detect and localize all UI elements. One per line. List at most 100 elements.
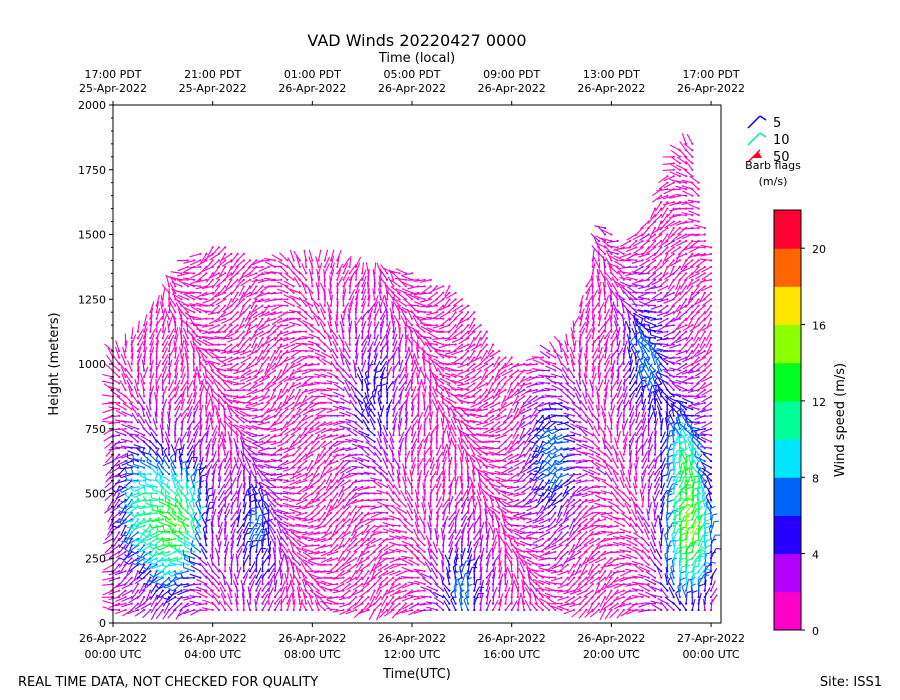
wind-barb-base bbox=[354, 272, 358, 275]
wind-barb-base bbox=[168, 375, 171, 379]
wind-barb bbox=[154, 411, 158, 423]
wind-barb-tick bbox=[183, 541, 186, 547]
wind-barb-tick bbox=[148, 523, 153, 529]
wind-barb-tick bbox=[148, 552, 154, 557]
wind-barb bbox=[257, 427, 269, 430]
wind-barb-base bbox=[367, 285, 370, 288]
wind-barb bbox=[133, 385, 139, 397]
wind-barb-base bbox=[192, 421, 196, 424]
wind-barb-base bbox=[248, 492, 252, 495]
wind-barb-base bbox=[211, 304, 214, 307]
chart-title: VAD Winds 20220427 0000 bbox=[307, 31, 526, 50]
wind-barb-base bbox=[336, 421, 339, 424]
wind-barb bbox=[124, 340, 128, 352]
wind-barb-base bbox=[242, 479, 245, 482]
wind-barb bbox=[171, 293, 182, 300]
wind-barb-base bbox=[149, 576, 152, 579]
wind-barb-base bbox=[205, 518, 208, 521]
wind-barb-base bbox=[361, 440, 364, 443]
wind-barb-base bbox=[298, 608, 301, 612]
wind-barb-base bbox=[298, 311, 301, 314]
wind-barb bbox=[149, 346, 155, 358]
wind-barb-base bbox=[261, 434, 264, 437]
wind-barb-base bbox=[224, 408, 227, 411]
wind-barb-base bbox=[186, 362, 189, 366]
wind-barb-base bbox=[354, 311, 358, 314]
wind-barb-base bbox=[367, 395, 370, 398]
wind-barb-base bbox=[236, 298, 239, 301]
wind-barb-base bbox=[329, 350, 333, 353]
wind-barb-base bbox=[155, 427, 158, 430]
wind-barb bbox=[121, 583, 132, 590]
wind-barb-base bbox=[354, 485, 358, 489]
wind-barb-base bbox=[379, 356, 382, 359]
wind-barb-base bbox=[224, 492, 227, 495]
wind-barb-base bbox=[273, 524, 277, 528]
wind-barb-base bbox=[155, 401, 158, 404]
wind-barb-tick bbox=[130, 499, 135, 504]
wind-barb-base bbox=[155, 596, 158, 599]
wind-barb-base bbox=[118, 453, 121, 456]
wind-barb bbox=[112, 354, 120, 365]
wind-barb bbox=[121, 518, 132, 525]
wind-barb-base bbox=[161, 550, 164, 553]
wind-barb-base bbox=[224, 524, 227, 528]
wind-barb bbox=[182, 577, 195, 579]
wind-barb bbox=[156, 360, 162, 371]
wind-barb bbox=[158, 530, 170, 533]
wind-barb-base bbox=[367, 518, 370, 521]
wind-barb-base bbox=[149, 408, 152, 411]
wind-barb bbox=[168, 393, 176, 404]
wind-barb-base bbox=[124, 375, 127, 379]
wind-barb-base bbox=[236, 563, 239, 566]
wind-barb-base bbox=[168, 388, 171, 391]
wind-barb-base bbox=[261, 265, 264, 268]
wind-barb-base bbox=[186, 583, 189, 586]
wind-barb-base bbox=[311, 317, 314, 320]
wind-barb-tick bbox=[142, 510, 147, 515]
wind-barb bbox=[174, 399, 182, 410]
wind-barb-tick bbox=[117, 473, 122, 478]
wind-barb bbox=[152, 509, 163, 514]
wind-barb-base bbox=[354, 557, 358, 560]
wind-barb-base bbox=[199, 252, 202, 255]
wind-barb bbox=[180, 359, 184, 371]
wind-barb-base bbox=[329, 408, 333, 411]
wind-barb-base bbox=[305, 298, 308, 301]
wind-barb-base bbox=[386, 395, 389, 398]
wind-barb-base bbox=[348, 350, 351, 353]
wind-barb-base bbox=[255, 375, 258, 379]
wind-barb-tick bbox=[138, 538, 144, 542]
wind-barb-base bbox=[236, 492, 239, 495]
wind-barb-base bbox=[242, 317, 245, 320]
wind-barb-base bbox=[130, 518, 133, 521]
wind-barb-base bbox=[118, 498, 121, 502]
wind-barb-base bbox=[311, 350, 314, 353]
wind-barb-base bbox=[255, 596, 258, 599]
wind-barb-base bbox=[379, 492, 382, 495]
wind-barb-base bbox=[267, 511, 270, 514]
wind-barb-base bbox=[361, 537, 364, 540]
wind-barb-base bbox=[199, 427, 202, 430]
wind-barb-base bbox=[248, 395, 252, 398]
wind-barb-base bbox=[224, 576, 227, 579]
wind-barb-base bbox=[199, 291, 202, 294]
wind-barb-base bbox=[361, 278, 364, 281]
wind-barb-base bbox=[224, 453, 227, 456]
wind-barb-base bbox=[236, 421, 239, 424]
wind-barb-tick bbox=[179, 500, 183, 506]
wind-barb bbox=[126, 564, 133, 575]
wind-barb-base bbox=[311, 460, 314, 463]
wind-barb-base bbox=[292, 583, 295, 586]
wind-barb-base bbox=[161, 337, 164, 340]
wind-barb-base bbox=[161, 544, 164, 547]
wind-barb bbox=[164, 564, 176, 568]
wind-barb-base bbox=[224, 272, 227, 275]
wind-barb bbox=[174, 437, 180, 449]
wind-barb-base bbox=[180, 388, 183, 391]
wind-barb-base bbox=[149, 369, 152, 372]
wind-barb bbox=[109, 473, 120, 480]
wind-barb-base bbox=[205, 434, 208, 437]
wind-barb-base bbox=[174, 408, 177, 411]
